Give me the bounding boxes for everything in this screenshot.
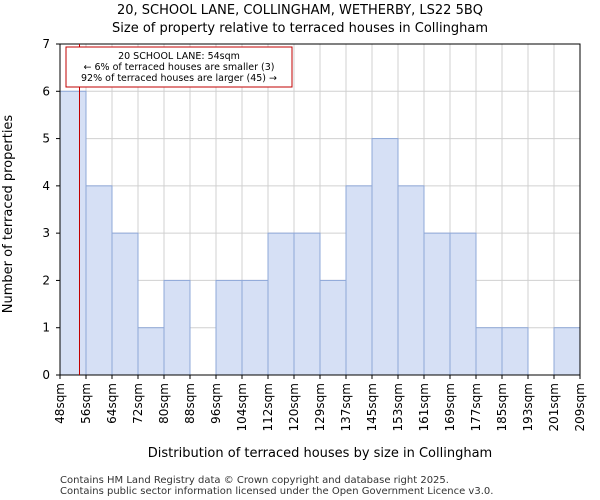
y-axis: 0 1 2 3 4 5 6 7 (42, 37, 60, 382)
x-tick-label: 72sqm (131, 383, 145, 424)
x-axis: 48sqm 56sqm 64sqm 72sqm 80sqm 88sqm 96sqm 104sq… (53, 375, 587, 431)
x-tick-label: 129sqm (313, 383, 327, 431)
bar-80sqm (163, 279, 191, 376)
x-tick-label: 112sqm (261, 383, 275, 431)
annotation-line-3: 92% of terraced houses are larger (45) → (81, 73, 277, 84)
x-tick-label: 209sqm (573, 383, 587, 431)
bar-112sqm (267, 232, 295, 376)
y-axis-label: Number of terraced properties (1, 115, 16, 314)
bar-48sqm (59, 90, 87, 376)
x-tick-label: 153sqm (391, 383, 405, 431)
y-tick-label: 1 (42, 321, 50, 335)
x-tick-label: 201sqm (547, 383, 561, 431)
y-tick-label: 7 (42, 37, 50, 51)
chart-title: 20, SCHOOL LANE, COLLINGHAM, WETHERBY, L… (117, 3, 483, 18)
x-tick-label: 104sqm (235, 383, 249, 431)
bars (59, 90, 581, 376)
bar-96sqm (215, 279, 243, 376)
bar-177sqm (475, 327, 503, 376)
bar-120sqm (293, 232, 321, 376)
x-tick-label: 120sqm (287, 383, 301, 431)
y-tick-label: 3 (42, 226, 50, 240)
bar-153sqm (397, 185, 425, 376)
bar-145sqm (371, 138, 399, 376)
bar-72sqm (137, 327, 165, 376)
y-tick-label: 4 (42, 179, 50, 193)
x-tick-label: 80sqm (157, 383, 171, 424)
y-tick-label: 0 (42, 368, 50, 382)
annotation-box: 20 SCHOOL LANE: 54sqm ← 6% of terraced h… (65, 46, 293, 88)
x-tick-label: 185sqm (495, 383, 509, 431)
y-tick-label: 5 (42, 132, 50, 146)
chart-subtitle: Size of property relative to terraced ho… (112, 21, 488, 36)
bar-56sqm (85, 185, 113, 376)
bar-169sqm (449, 232, 477, 376)
bar-185sqm (501, 327, 529, 376)
x-tick-label: 96sqm (209, 383, 223, 424)
bar-129sqm (319, 279, 347, 376)
x-tick-label: 48sqm (53, 383, 67, 424)
footer-line-2: Contains public sector information licen… (60, 486, 493, 497)
bar-64sqm (111, 232, 139, 376)
y-tick-label: 6 (42, 84, 50, 98)
x-tick-label: 161sqm (417, 383, 431, 431)
bar-201sqm (553, 327, 581, 376)
x-tick-label: 88sqm (183, 383, 197, 424)
annotation-line-1: 20 SCHOOL LANE: 54sqm (118, 51, 240, 62)
x-tick-label: 64sqm (105, 383, 119, 424)
x-tick-label: 177sqm (469, 383, 483, 431)
bar-161sqm (423, 232, 451, 376)
x-tick-label: 193sqm (521, 383, 535, 431)
y-tick-label: 2 (42, 273, 50, 287)
x-tick-label: 137sqm (339, 383, 353, 431)
x-tick-label: 145sqm (365, 383, 379, 431)
bar-104sqm (241, 279, 269, 376)
x-axis-label: Distribution of terraced houses by size … (148, 446, 492, 461)
footer-line-1: Contains HM Land Registry data © Crown c… (60, 475, 449, 486)
x-tick-label: 56sqm (79, 383, 93, 424)
annotation-box-frame (65, 46, 293, 88)
bar-137sqm (345, 185, 373, 376)
x-tick-label: 169sqm (443, 383, 457, 431)
annotation-line-2: ← 6% of terraced houses are smaller (3) (84, 62, 275, 73)
